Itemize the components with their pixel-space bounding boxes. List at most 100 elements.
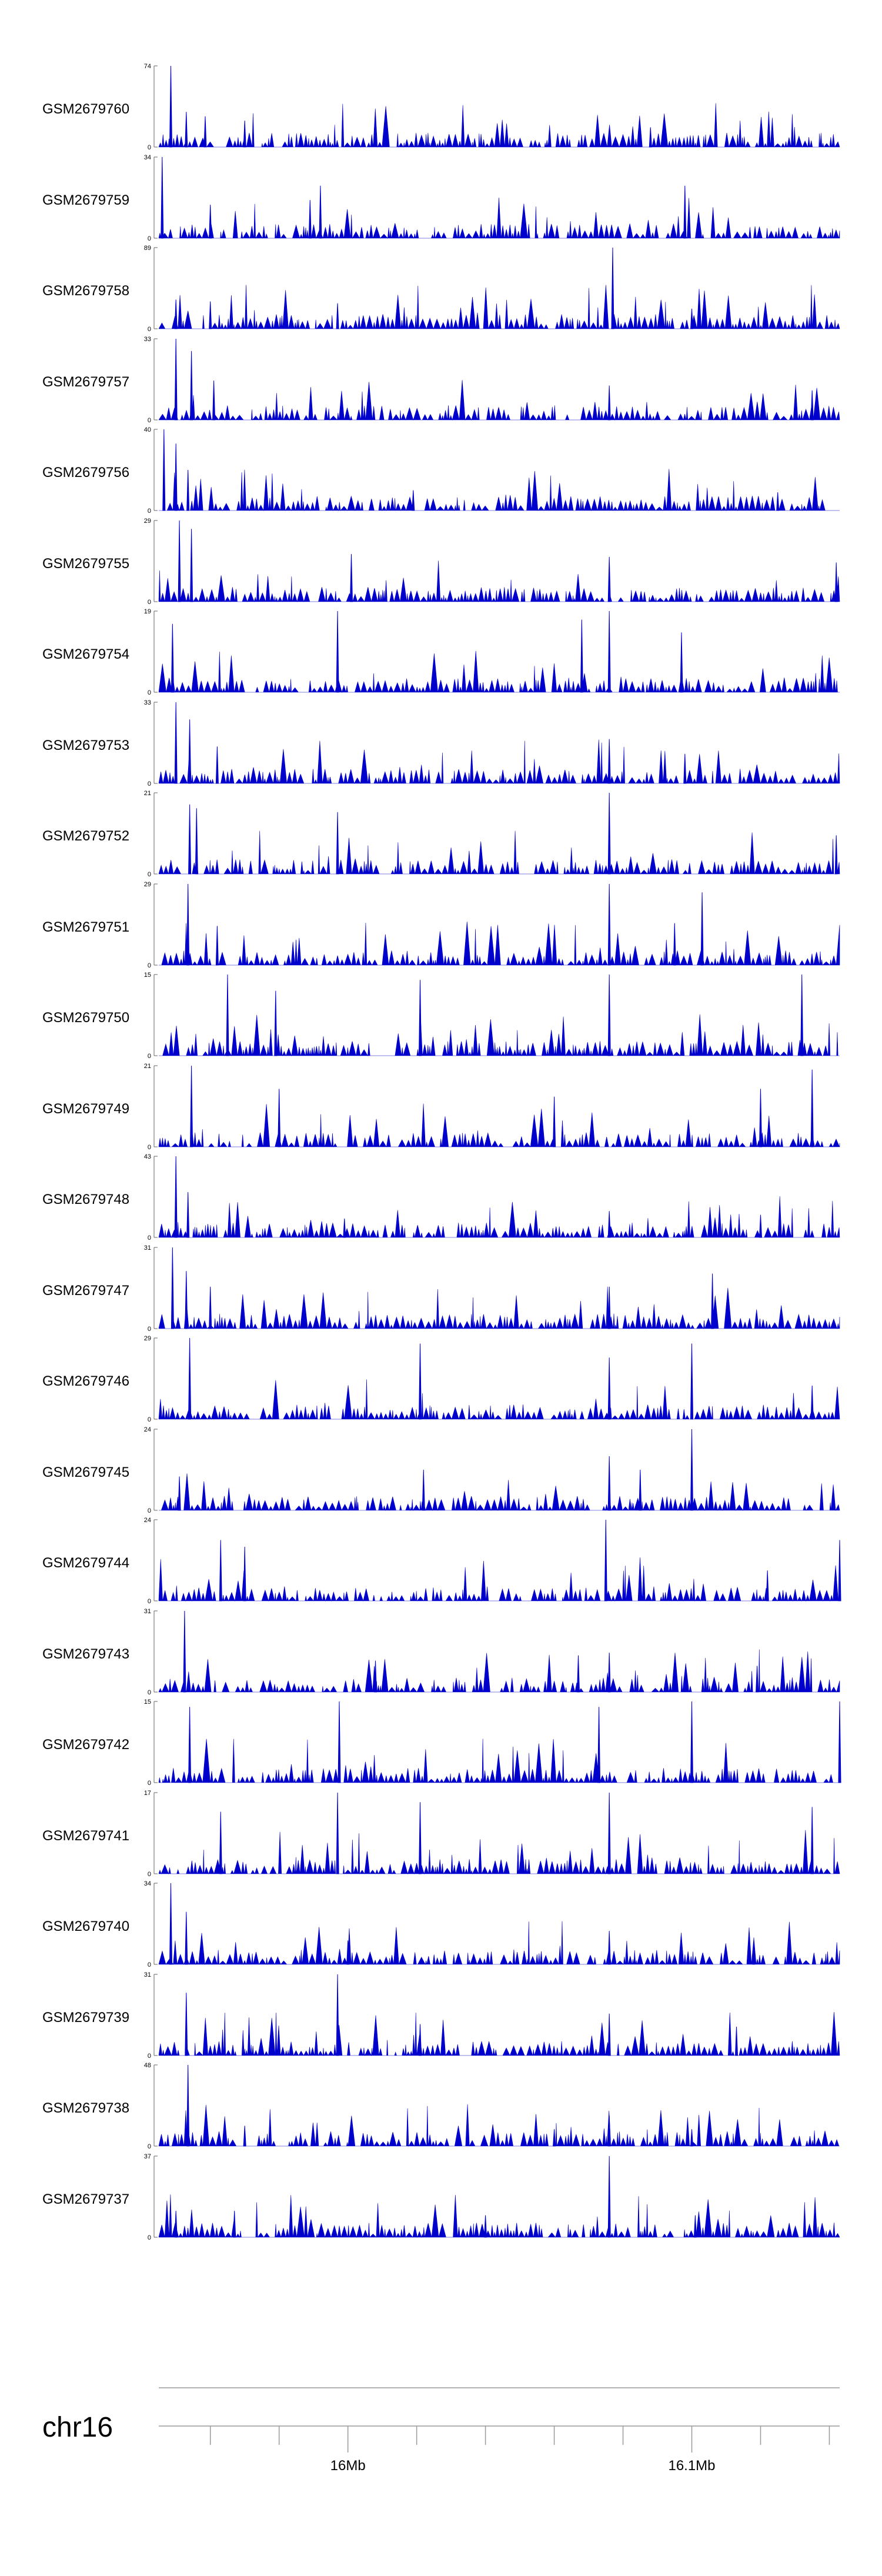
y-max-tick-label: 74 [144,63,151,70]
coverage-peak [188,804,192,875]
coverage-peak [183,1610,186,1693]
track-label: GSM2679740 [42,1918,130,1934]
y-max-tick-label: 33 [144,336,151,343]
track-GSM2679739: GSM2679739 31 0 [0,1971,882,2065]
track-GSM2679742: GSM2679742 15 0 [0,1699,882,1792]
coverage-peak [711,1273,714,1329]
coverage-peak [174,338,178,421]
track-plot: 34 0 [144,154,840,242]
coverage-peak [373,1660,377,1693]
track-label: GSM2679754 [42,646,130,662]
y-min-tick-label: 0 [148,2143,151,2150]
coverage-peak [734,2026,739,2056]
coverage-peak [607,1211,611,1238]
y-axis [153,792,158,875]
coverage-peak [607,610,611,693]
track-GSM2679752: GSM2679752 21 0 [0,790,882,883]
track-GSM2679749: GSM2679749 21 0 [0,1063,882,1156]
coverage-area [158,197,840,239]
y-min-tick-label: 0 [148,1780,151,1787]
track-GSM2679759: GSM2679759 34 0 [0,154,882,248]
coverage-peak [226,974,229,1056]
coverage-peak [185,112,188,148]
coverage-area [158,103,840,148]
y-axis [153,429,158,511]
coverage-peak [243,1546,246,1601]
track-plot: 19 0 [144,608,840,696]
y-max-tick-label: 43 [144,1153,151,1160]
coverage-peak [838,1701,841,1783]
track-plot: 29 0 [144,881,840,969]
coverage-peak [607,1653,611,1693]
coverage-peak [766,1570,769,1601]
coverage-peak [209,301,212,329]
coverage-area [158,1103,840,1148]
y-min-tick-label: 0 [148,1326,151,1333]
y-axis [153,1065,158,1147]
coverage-peak [607,1792,611,1874]
coverage-peak [338,1701,341,1783]
coverage-peak [690,308,694,329]
y-max-tick-label: 48 [144,2062,151,2069]
y-max-tick-label: 31 [144,1971,151,1978]
y-min-tick-label: 0 [148,1416,151,1423]
y-axis [153,974,158,1056]
y-min-tick-label: 0 [148,235,151,242]
y-max-tick-label: 15 [144,972,151,979]
coverage-peak [776,492,780,511]
coverage-area [158,2194,840,2238]
y-max-tick-label: 31 [144,1608,151,1615]
coverage-peak [800,974,804,1056]
coverage-peak [185,1911,188,1965]
coverage-peak [203,116,207,148]
coverage-peak [607,883,611,966]
y-axis [153,1701,158,1783]
y-max-tick-label: 29 [144,518,151,525]
track-GSM2679756: GSM2679756 40 0 [0,426,882,520]
track-label: GSM2679739 [42,2010,130,2026]
coverage-peak [162,429,166,511]
y-axis [153,1610,158,1693]
coverage-peak [174,443,178,511]
coverage-peak [188,1707,192,1783]
coverage-peak [209,1286,212,1329]
y-axis [153,610,158,693]
coverage-peak [810,390,814,421]
coverage-peak [174,1156,178,1238]
coverage-peak [190,1065,193,1147]
y-max-tick-label: 19 [144,608,151,615]
y-min-tick-label: 0 [148,326,151,333]
coverage-area [158,1286,840,1330]
y-max-tick-label: 29 [144,1335,151,1342]
coverage-peak [171,1247,174,1329]
track-plot: 17 0 [144,1790,840,1878]
track-plot: 29 0 [144,518,840,606]
coverage-peak [188,1337,192,1420]
track-GSM2679745: GSM2679745 24 0 [0,1426,882,1520]
track-label: GSM2679750 [42,1010,130,1026]
track-label: GSM2679737 [42,2191,130,2207]
coverage-peak [219,1540,222,1601]
y-axis [153,1974,158,2056]
track-GSM2679738: GSM2679738 48 0 [0,2062,882,2155]
coverage-peak [683,185,687,239]
track-label: GSM2679746 [42,1373,130,1389]
coverage-peak [810,1385,814,1420]
y-axis [153,1156,158,1238]
coverage-peak [690,1701,694,1783]
coverage-peak [336,1974,339,2056]
y-axis [153,1883,158,1965]
coverage-peak [690,2129,694,2147]
coverage-area [159,1014,840,1057]
y-axis [153,883,158,966]
coverage-peak [336,610,339,693]
coverage-peak [161,156,164,239]
coverage-peak [690,1343,694,1420]
y-axis [153,65,158,148]
track-GSM2679760: GSM2679760 74 0 [0,63,882,156]
coverage-peak [233,2211,236,2238]
coverage-peak [607,1286,611,1329]
coverage-peak [607,2155,611,2238]
y-min-tick-label: 0 [148,599,151,606]
coverage-area [159,922,840,966]
